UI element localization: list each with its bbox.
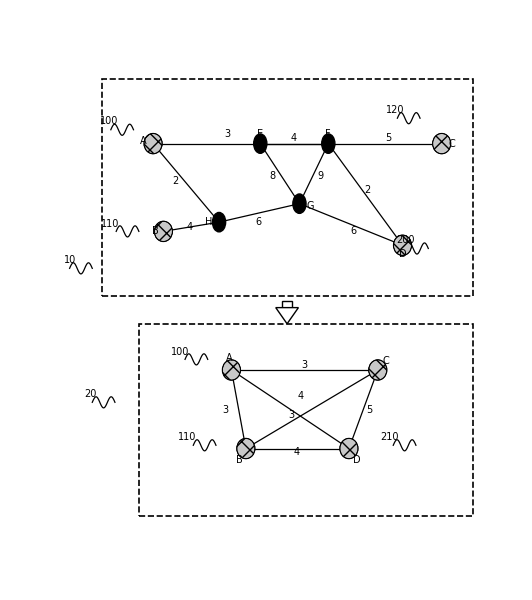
Text: 110: 110 [101, 218, 119, 229]
Text: C: C [383, 356, 389, 366]
Bar [139, 324, 472, 515]
Text: 6: 6 [255, 217, 261, 227]
Text: 20: 20 [84, 389, 96, 400]
Text: 3: 3 [301, 361, 307, 370]
Text: 5: 5 [367, 405, 372, 415]
Text: 120: 120 [386, 105, 404, 115]
Ellipse shape [254, 134, 267, 154]
Text: A: A [139, 136, 146, 146]
Ellipse shape [322, 134, 335, 154]
Text: D: D [353, 455, 361, 465]
Polygon shape [276, 308, 298, 324]
Text: 4: 4 [186, 222, 193, 232]
Text: 4: 4 [290, 133, 296, 143]
Text: B: B [236, 455, 243, 465]
Ellipse shape [212, 212, 226, 232]
Text: F: F [326, 130, 331, 139]
Text: 100: 100 [171, 347, 189, 356]
Text: H: H [205, 217, 212, 227]
Text: 8: 8 [270, 171, 276, 181]
Text: A: A [226, 353, 232, 364]
Circle shape [369, 360, 387, 380]
Text: 5: 5 [385, 133, 391, 143]
Text: 4: 4 [297, 391, 304, 401]
Circle shape [237, 439, 255, 458]
Text: D: D [398, 250, 406, 259]
Text: 4: 4 [294, 447, 300, 457]
Text: 6: 6 [350, 226, 356, 236]
Bar [282, 301, 292, 308]
Text: 200: 200 [396, 235, 415, 245]
Circle shape [394, 235, 412, 256]
Bar [102, 79, 472, 296]
Text: 3: 3 [288, 410, 294, 420]
Circle shape [154, 221, 172, 242]
Ellipse shape [293, 194, 306, 214]
Text: 100: 100 [99, 116, 118, 127]
Text: B: B [152, 226, 159, 236]
Circle shape [222, 360, 240, 380]
Text: C: C [448, 139, 455, 149]
Text: 3: 3 [224, 130, 230, 139]
Text: 110: 110 [178, 432, 196, 442]
Text: 2: 2 [173, 176, 179, 185]
Text: 2: 2 [364, 185, 371, 195]
Circle shape [144, 133, 162, 154]
Text: 3: 3 [222, 405, 228, 415]
Text: 9: 9 [317, 171, 323, 181]
Text: 10: 10 [64, 256, 76, 265]
Text: G: G [306, 201, 313, 211]
Circle shape [340, 439, 358, 458]
Text: 210: 210 [380, 432, 398, 442]
Circle shape [433, 133, 451, 154]
Text: E: E [257, 130, 263, 139]
